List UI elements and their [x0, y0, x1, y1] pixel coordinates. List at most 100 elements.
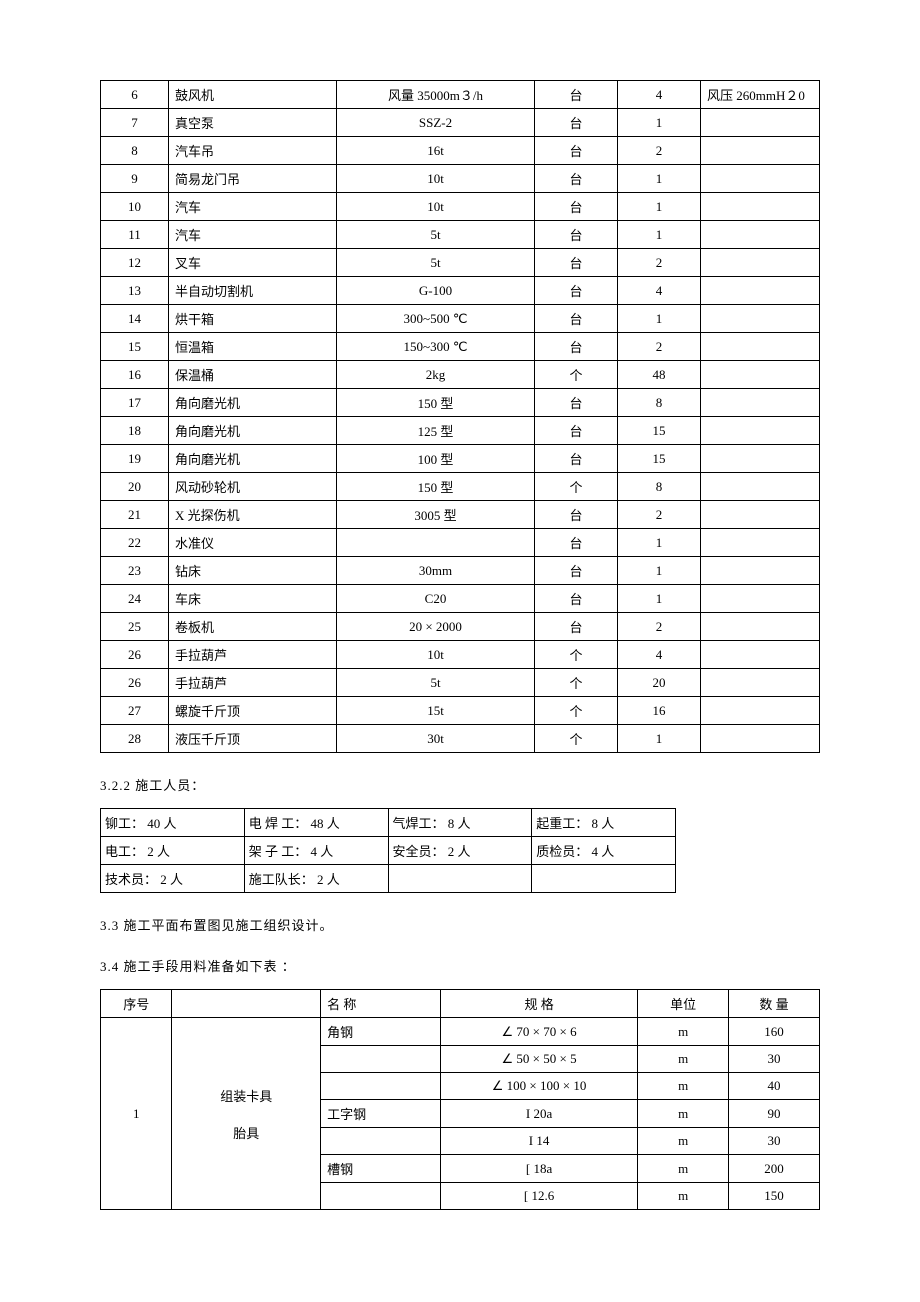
cell-qty: 1	[618, 165, 701, 193]
cell-remark	[701, 445, 820, 473]
cell-qty: 1	[618, 305, 701, 333]
cell-n: 14	[101, 305, 169, 333]
table-row: 12叉车5t台2	[101, 249, 820, 277]
table-row: 7真空泵SSZ-2台1	[101, 109, 820, 137]
cell-spec: 15t	[337, 697, 535, 725]
cell-spec: 10t	[337, 193, 535, 221]
cell-unit: 台	[535, 305, 618, 333]
cell-qty: 2	[618, 501, 701, 529]
cell-n: 11	[101, 221, 169, 249]
cell-remark	[701, 473, 820, 501]
personnel-table: 铆工： 40 人电 焊 工： 48 人气焊工： 8 人起重工： 8 人电工： 2…	[100, 808, 676, 893]
cell-name: 真空泵	[169, 109, 337, 137]
cell-unit: 台	[535, 221, 618, 249]
section-3-2-2: 3.2.2 施工人员：	[100, 775, 820, 794]
personnel-cell: 电 焊 工： 48 人	[244, 809, 388, 837]
mat-name: 槽钢	[321, 1155, 441, 1183]
cell-remark	[701, 613, 820, 641]
mat-qty: 40	[729, 1073, 820, 1100]
table-row: 8汽车吊16t台2	[101, 137, 820, 165]
cell-name: 汽车	[169, 221, 337, 249]
cell-remark	[701, 277, 820, 305]
header-qty: 数 量	[729, 990, 820, 1018]
cell-unit: 台	[535, 417, 618, 445]
cell-name: 角向磨光机	[169, 389, 337, 417]
cell-unit: 台	[535, 613, 618, 641]
section-3-4: 3.4 施工手段用料准备如下表 ：	[100, 956, 820, 975]
cell-qty: 2	[618, 333, 701, 361]
mat-unit: m	[638, 1183, 729, 1210]
cell-name: 风动砂轮机	[169, 473, 337, 501]
cell-qty: 8	[618, 473, 701, 501]
cell-qty: 15	[618, 417, 701, 445]
mat-name	[321, 1183, 441, 1210]
cell-unit: 台	[535, 81, 618, 109]
cell-n: 22	[101, 529, 169, 557]
cell-n: 10	[101, 193, 169, 221]
cell-remark	[701, 109, 820, 137]
table-row: 18角向磨光机125 型台15	[101, 417, 820, 445]
cell-unit: 台	[535, 193, 618, 221]
cell-remark	[701, 529, 820, 557]
cell-qty: 4	[618, 641, 701, 669]
table-row: 28液压千斤顶30t个1	[101, 725, 820, 753]
cell-unit: 台	[535, 585, 618, 613]
cell-n: 16	[101, 361, 169, 389]
cell-qty: 15	[618, 445, 701, 473]
cell-remark	[701, 305, 820, 333]
cell-n: 12	[101, 249, 169, 277]
materials-tbody: 序号 名 称 规 格 单位 数 量 1 组装卡具 胎具 角钢 ∠ 70 × 70…	[101, 990, 820, 1210]
table-row: 25卷板机20 × 2000台2	[101, 613, 820, 641]
cell-unit: 台	[535, 165, 618, 193]
cell-n: 8	[101, 137, 169, 165]
mat-spec: I 14	[440, 1128, 637, 1155]
personnel-cell: 技术员： 2 人	[101, 865, 245, 893]
personnel-cell: 铆工： 40 人	[101, 809, 245, 837]
cell-spec: 150~300 ℃	[337, 333, 535, 361]
cell-spec: 10t	[337, 641, 535, 669]
cell-spec: 150 型	[337, 473, 535, 501]
mat-name	[321, 1046, 441, 1073]
cell-n: 17	[101, 389, 169, 417]
cell-spec: 风量 35000m３/h	[337, 81, 535, 109]
cell-qty: 1	[618, 557, 701, 585]
table-row: 26手拉葫芦5t个20	[101, 669, 820, 697]
header-name: 名 称	[321, 990, 441, 1018]
mat-unit: m	[638, 1155, 729, 1183]
table-header-row: 序号 名 称 规 格 单位 数 量	[101, 990, 820, 1018]
cell-spec: C20	[337, 585, 535, 613]
table-row: 27螺旋千斤顶15t个16	[101, 697, 820, 725]
cell-unit: 个	[535, 641, 618, 669]
cell-remark: 风压 260mmH２0	[701, 81, 820, 109]
mat-spec: I 20a	[440, 1100, 637, 1128]
mat-spec: [ 12.6	[440, 1183, 637, 1210]
mat-name: 工字钢	[321, 1100, 441, 1128]
cell-name: 手拉葫芦	[169, 641, 337, 669]
cell-name: 角向磨光机	[169, 445, 337, 473]
cell-n: 26	[101, 669, 169, 697]
cell-remark	[701, 585, 820, 613]
table-row: 19角向磨光机100 型台15	[101, 445, 820, 473]
cell-spec: G-100	[337, 277, 535, 305]
cell-qty: 1	[618, 193, 701, 221]
cell-unit: 个	[535, 473, 618, 501]
header-seq: 序号	[101, 990, 172, 1018]
cell-name: 半自动切割机	[169, 277, 337, 305]
personnel-cell	[388, 865, 532, 893]
cell-remark	[701, 725, 820, 753]
cell-qty: 16	[618, 697, 701, 725]
cell-spec: 125 型	[337, 417, 535, 445]
cell-name: 手拉葫芦	[169, 669, 337, 697]
mat-name	[321, 1128, 441, 1155]
cell-name: 钻床	[169, 557, 337, 585]
cell-unit: 台	[535, 333, 618, 361]
cell-n: 27	[101, 697, 169, 725]
cell-unit: 台	[535, 557, 618, 585]
cell-n: 24	[101, 585, 169, 613]
cell-qty: 4	[618, 277, 701, 305]
cell-n: 26	[101, 641, 169, 669]
table-row: 1 组装卡具 胎具 角钢 ∠ 70 × 70 × 6 m 160	[101, 1018, 820, 1046]
mat-qty: 30	[729, 1046, 820, 1073]
cell-name: 叉车	[169, 249, 337, 277]
mat-unit: m	[638, 1073, 729, 1100]
